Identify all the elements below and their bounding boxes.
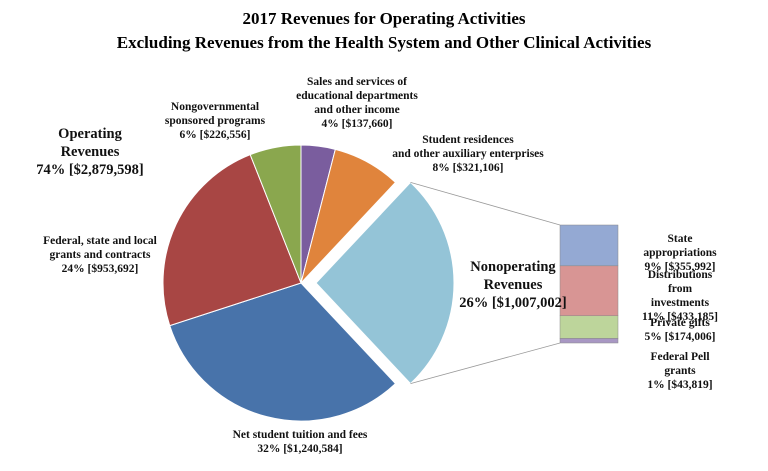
label: Distributions from investments 11% [$433,… xyxy=(636,268,724,324)
connector xyxy=(410,182,561,226)
label: Sales and services of educational depart… xyxy=(296,75,418,131)
bar-name: Federal Pell grants xyxy=(650,351,710,377)
pie-slice xyxy=(249,144,302,284)
slice-name: Nonoperating Revenues xyxy=(470,259,556,293)
bar-segment xyxy=(559,265,619,317)
slice-value: 8% [$321,106] xyxy=(432,162,504,174)
slice-value: 32% [$1,240,584] xyxy=(257,443,343,455)
bar-name: Distributions from investments xyxy=(647,269,713,309)
bar-name: Private gifts xyxy=(650,317,710,329)
pie-slice xyxy=(315,181,455,385)
slice-name: Net student tuition and fees xyxy=(232,429,368,441)
bar-segment xyxy=(559,224,619,267)
bar-value: 11% [$433,185] xyxy=(641,311,719,323)
slice-name: Federal, state and local grants and cont… xyxy=(43,235,157,261)
slice-value: 6% [$226,556] xyxy=(179,129,251,141)
bar-value: 5% [$174,006] xyxy=(644,331,716,343)
bar-name: State appropriations xyxy=(643,233,717,259)
label: Private gifts 5% [$174,006] xyxy=(645,316,716,344)
pie-slice xyxy=(169,282,397,422)
annotation: Operating Revenues xyxy=(58,126,122,160)
label: Operating Revenues 74% [$2,879,598] xyxy=(36,125,144,179)
bar-segment xyxy=(559,338,619,344)
label: Federal Pell grants 1% [$43,819] xyxy=(636,350,724,392)
connector xyxy=(410,342,561,384)
slice-name: Sales and services of educational depart… xyxy=(296,76,418,116)
annotation-value: 74% [$2,879,598] xyxy=(36,162,144,178)
pie-slice xyxy=(300,148,397,284)
chart-subtitle: Excluding Revenues from the Health Syste… xyxy=(116,33,652,52)
slice-value: 26% [$1,007,002] xyxy=(459,295,567,311)
bar-value: 1% [$43,819] xyxy=(647,379,713,391)
label: State appropriations 9% [$355,992] xyxy=(636,232,724,274)
chart-title: 2017 Revenues for Operating Activities xyxy=(242,9,526,28)
label: Student residences and other auxiliary e… xyxy=(392,133,544,175)
slice-name: Nongovernmental sponsored programs xyxy=(164,101,266,127)
slice-name: Student residences and other auxiliary e… xyxy=(392,134,544,160)
slice-value: 4% [$137,660] xyxy=(321,118,393,130)
label: Nonoperating Revenues 26% [$1,007,002] xyxy=(459,258,567,312)
pie-slice xyxy=(162,154,302,327)
bar-value: 9% [$355,992] xyxy=(644,261,716,273)
label: Nongovernmental sponsored programs 6% [$2… xyxy=(165,100,265,142)
label: Federal, state and local grants and cont… xyxy=(43,234,157,276)
slice-value: 24% [$953,692] xyxy=(61,263,139,275)
label: Net student tuition and fees 32% [$1,240,… xyxy=(233,428,368,456)
bar-segment xyxy=(559,315,619,339)
